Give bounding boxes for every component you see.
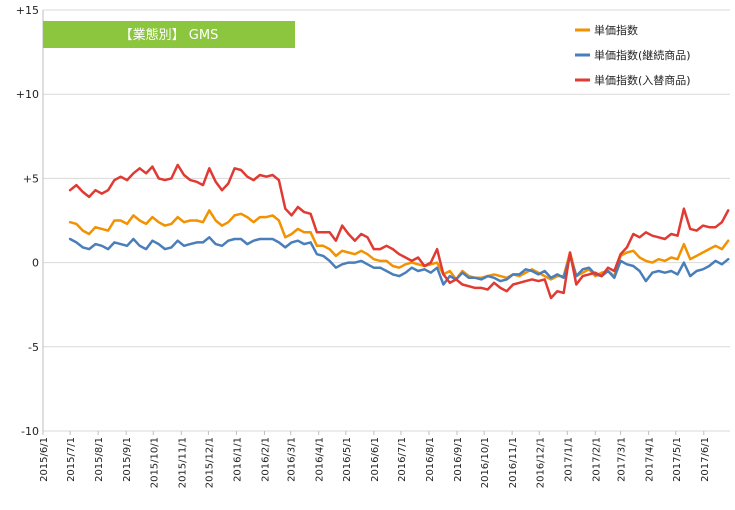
legend-label: 単価指数(入替商品) bbox=[594, 73, 691, 87]
y-axis-ticks: +15 +10 +5 0 -5 -10 bbox=[16, 4, 39, 438]
x-tick-label: 2016/3/1 bbox=[287, 437, 298, 482]
x-tick-label: 2015/6/1 bbox=[39, 437, 50, 482]
x-tick-label: 2015/11/1 bbox=[177, 437, 188, 488]
x-tick-label: 2015/10/1 bbox=[149, 437, 160, 488]
x-tick-label: 2016/11/1 bbox=[508, 437, 519, 488]
x-tick-label: 2016/6/1 bbox=[370, 437, 381, 482]
x-tick-label: 2016/1/1 bbox=[232, 437, 243, 482]
y-tick-label: +15 bbox=[16, 4, 39, 17]
y-tick-label: -5 bbox=[28, 341, 39, 354]
x-tick-label: 2015/7/1 bbox=[66, 437, 77, 482]
series-line-0 bbox=[68, 209, 730, 281]
x-tick-label: 2017/3/1 bbox=[617, 437, 628, 482]
y-tick-label: 0 bbox=[32, 257, 39, 270]
x-axis-ticks: 2015/6/1 2015/7/1 2015/8/1 2015/9/1 2015/10/… bbox=[39, 431, 711, 488]
x-tick-label: 2016/7/1 bbox=[397, 437, 408, 482]
x-tick-label: 2016/5/1 bbox=[342, 437, 353, 482]
x-tick-label: 2017/2/1 bbox=[591, 437, 602, 482]
chart-title-background bbox=[43, 21, 295, 48]
legend-label: 単価指数 bbox=[594, 23, 638, 37]
series-line-1 bbox=[68, 236, 730, 286]
x-tick-label: 2016/8/1 bbox=[425, 437, 436, 482]
x-tick-label: 2016/12/1 bbox=[535, 437, 546, 488]
chart-title: 【業態別】 GMS bbox=[120, 27, 219, 43]
series-line-2 bbox=[68, 163, 730, 300]
x-tick-label: 2017/1/1 bbox=[563, 437, 574, 482]
y-tick-label: +5 bbox=[23, 172, 39, 185]
x-tick-label: 2017/4/1 bbox=[645, 437, 656, 482]
x-tick-label: 2015/8/1 bbox=[94, 437, 105, 482]
x-tick-label: 2017/5/1 bbox=[672, 437, 683, 482]
y-tick-label: +10 bbox=[16, 88, 39, 101]
x-tick-label: 2017/6/1 bbox=[700, 437, 711, 482]
x-tick-label: 2016/10/1 bbox=[480, 437, 491, 488]
x-tick-label: 2016/9/1 bbox=[453, 437, 464, 482]
chart-title-box: 【業態別】 GMS bbox=[43, 21, 295, 48]
legend-label: 単価指数(継続商品) bbox=[594, 48, 691, 62]
x-tick-label: 2015/12/1 bbox=[204, 437, 215, 488]
x-tick-label: 2016/2/1 bbox=[260, 437, 271, 482]
x-tick-label: 2015/9/1 bbox=[122, 437, 133, 482]
y-tick-label: -10 bbox=[21, 425, 39, 438]
series-lines bbox=[68, 163, 730, 300]
x-tick-label: 2016/4/1 bbox=[315, 437, 326, 482]
